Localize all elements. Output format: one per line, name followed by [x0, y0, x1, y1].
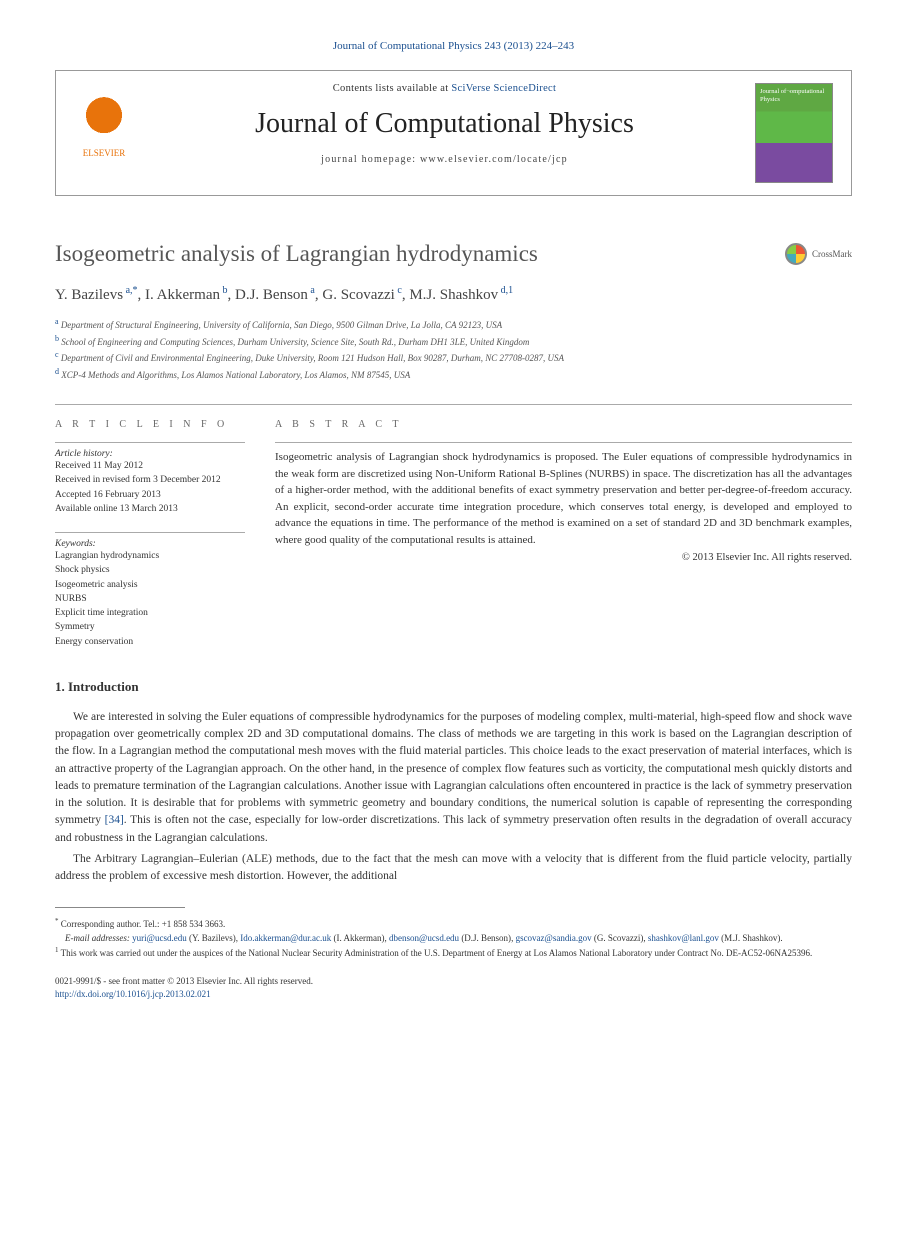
abstract-heading: a b s t r a c t — [275, 419, 852, 430]
author-affil-marker: a,* — [123, 285, 137, 296]
authors-line: Y. Bazilevs a,*, I. Akkerman b, D.J. Ben… — [55, 285, 852, 304]
email-addresses: E-mail addresses: yuri@ucsd.edu (Y. Bazi… — [55, 932, 852, 946]
journal-header: ELSEVIER Contents lists available at Sci… — [55, 70, 852, 196]
author-name: G. Scovazzi — [322, 287, 394, 303]
crossmark-badge[interactable]: CrossMark — [785, 243, 852, 265]
intro-p1-tail: . This is often not the case, especially… — [55, 814, 852, 843]
article-meta-row: a r t i c l e i n f o Article history: R… — [55, 404, 852, 649]
email-link[interactable]: shashkov@lanl.gov — [648, 933, 719, 943]
citation-link[interactable]: [34] — [105, 814, 124, 826]
author-name: M.J. Shashkov — [409, 287, 498, 303]
history-line: Available online 13 March 2013 — [55, 502, 245, 516]
keyword: Symmetry — [55, 620, 245, 634]
keyword: Lagrangian hydrodynamics — [55, 549, 245, 563]
keywords-label: Keywords: — [55, 532, 245, 549]
intro-paragraph-1: We are interested in solving the Euler e… — [55, 709, 852, 847]
journal-title: Journal of Computational Physics — [152, 108, 737, 140]
author-affil-marker: a — [308, 285, 315, 296]
sciencedirect-link[interactable]: SciVerse ScienceDirect — [451, 83, 556, 94]
email-link[interactable]: Ido.akkerman@dur.ac.uk — [240, 933, 331, 943]
homepage-url[interactable]: www.elsevier.com/locate/jcp — [420, 154, 568, 165]
keyword: Isogeometric analysis — [55, 578, 245, 592]
page: Journal of Computational Physics 243 (20… — [0, 0, 907, 1041]
intro-p1-text: We are interested in solving the Euler e… — [55, 711, 852, 827]
affiliations: a Department of Structural Engineering, … — [55, 316, 852, 382]
keyword: NURBS — [55, 592, 245, 606]
article-title-row: Isogeometric analysis of Lagrangian hydr… — [55, 241, 852, 267]
journal-reference: Journal of Computational Physics 243 (20… — [55, 40, 852, 52]
keyword: Energy conservation — [55, 635, 245, 649]
email-link[interactable]: yuri@ucsd.edu — [132, 933, 187, 943]
elsevier-label: ELSEVIER — [83, 148, 126, 158]
elsevier-tree-icon — [80, 96, 128, 144]
affiliation-line: d XCP-4 Methods and Algorithms, Los Alam… — [55, 366, 852, 383]
history-label: Article history: — [55, 442, 245, 459]
section-heading-introduction: 1. Introduction — [55, 679, 852, 695]
front-matter-line: 0021-9991/$ - see front matter © 2013 El… — [55, 975, 852, 988]
email-who: (I. Akkerman) — [334, 933, 385, 943]
funding-text: This work was carried out under the ausp… — [61, 948, 813, 958]
footnote-separator — [55, 907, 185, 908]
author-name: Y. Bazilevs — [55, 287, 123, 303]
article-info-heading: a r t i c l e i n f o — [55, 419, 245, 430]
contents-available: Contents lists available at SciVerse Sci… — [152, 83, 737, 94]
journal-cover-thumbnail[interactable] — [755, 83, 833, 183]
corresponding-author-note: * Corresponding author. Tel.: +1 858 534… — [55, 916, 852, 932]
intro-paragraph-2: The Arbitrary Lagrangian–Eulerian (ALE) … — [55, 851, 852, 886]
doi-link[interactable]: http://dx.doi.org/10.1016/j.jcp.2013.02.… — [55, 989, 211, 999]
email-who: (G. Scovazzi) — [594, 933, 643, 943]
author-affil-marker: c — [395, 285, 402, 296]
email-who: (M.J. Shashkov). — [721, 933, 783, 943]
header-center: Contents lists available at SciVerse Sci… — [152, 83, 737, 165]
footnote-marker: * — [55, 917, 59, 925]
abstract-copyright: © 2013 Elsevier Inc. All rights reserved… — [275, 552, 852, 563]
article-info-column: a r t i c l e i n f o Article history: R… — [55, 419, 245, 649]
email-link[interactable]: gscovaz@sandia.gov — [516, 933, 592, 943]
abstract-text: Isogeometric analysis of Lagrangian shoc… — [275, 442, 852, 548]
crossmark-label: CrossMark — [812, 249, 852, 259]
affiliation-line: c Department of Civil and Environmental … — [55, 349, 852, 366]
history-line: Accepted 16 February 2013 — [55, 488, 245, 502]
abstract-column: a b s t r a c t Isogeometric analysis of… — [275, 419, 852, 649]
funding-note: 1 This work was carried out under the au… — [55, 945, 852, 961]
keyword: Explicit time integration — [55, 606, 245, 620]
affiliation-line: a Department of Structural Engineering, … — [55, 316, 852, 333]
doi-block: 0021-9991/$ - see front matter © 2013 El… — [55, 975, 852, 1001]
journal-homepage: journal homepage: www.elsevier.com/locat… — [152, 154, 737, 165]
article-history: Received 11 May 2012Received in revised … — [55, 459, 245, 516]
email-link[interactable]: dbenson@ucsd.edu — [389, 933, 459, 943]
footnotes: * Corresponding author. Tel.: +1 858 534… — [55, 916, 852, 961]
article-title: Isogeometric analysis of Lagrangian hydr… — [55, 241, 538, 267]
author-name: I. Akkerman — [145, 287, 220, 303]
footnote-marker: 1 — [55, 946, 59, 954]
homepage-prefix: journal homepage: — [321, 154, 420, 165]
crossmark-icon — [785, 243, 807, 265]
email-who: (D.J. Benson) — [461, 933, 511, 943]
author-affil-marker: b — [220, 285, 228, 296]
affiliation-line: b School of Engineering and Computing Sc… — [55, 333, 852, 350]
email-who: (Y. Bazilevs) — [189, 933, 236, 943]
author-affil-marker: d,1 — [498, 285, 513, 296]
elsevier-logo[interactable]: ELSEVIER — [74, 83, 134, 158]
history-line: Received 11 May 2012 — [55, 459, 245, 473]
history-line: Received in revised form 3 December 2012 — [55, 473, 245, 487]
email-label: E-mail addresses: — [65, 933, 132, 943]
keywords-list: Lagrangian hydrodynamicsShock physicsIso… — [55, 549, 245, 649]
contents-prefix: Contents lists available at — [333, 83, 452, 94]
corresponding-text: Corresponding author. Tel.: +1 858 534 3… — [61, 919, 226, 929]
keyword: Shock physics — [55, 563, 245, 577]
author-name: D.J. Benson — [235, 287, 308, 303]
